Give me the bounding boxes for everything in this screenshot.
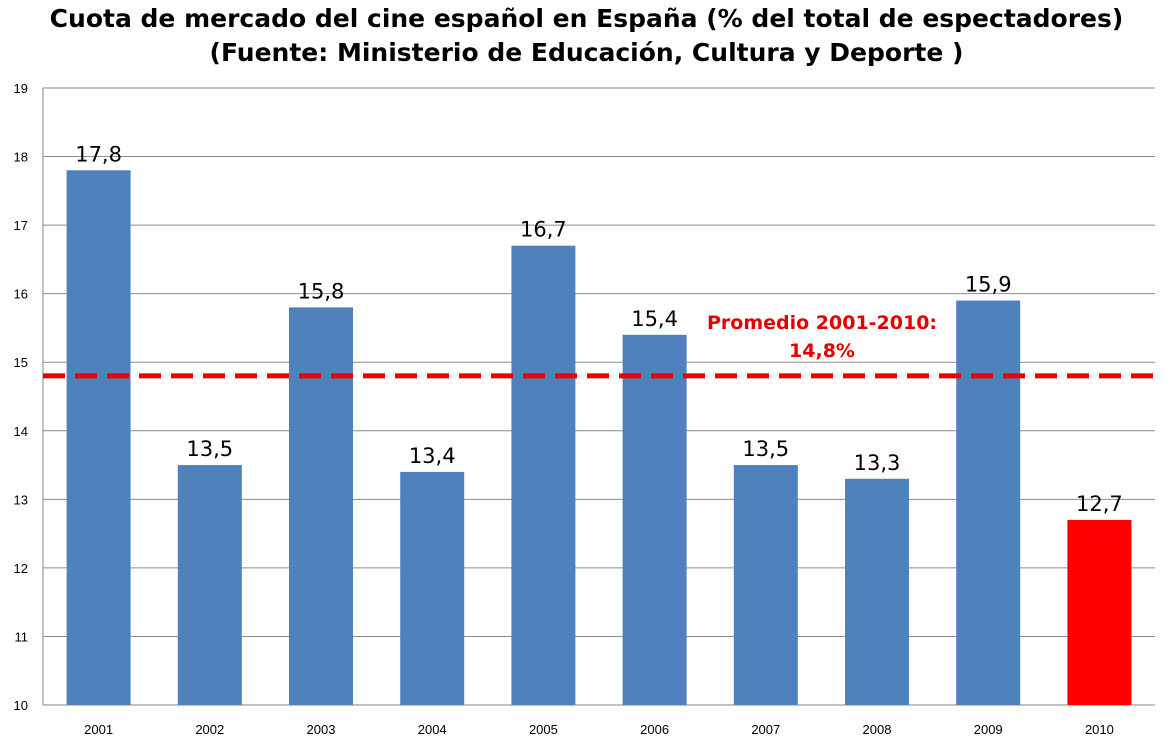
bar <box>845 478 909 705</box>
y-tick-label: 14 <box>14 424 28 439</box>
x-tick-label: 2004 <box>418 722 447 737</box>
data-label: 13,5 <box>186 437 233 461</box>
y-tick-label: 19 <box>14 81 28 96</box>
data-label: 12,7 <box>1076 492 1123 516</box>
y-tick-label: 10 <box>14 698 28 713</box>
bar <box>177 465 242 705</box>
y-tick-label: 17 <box>14 218 28 233</box>
x-tick-label: 2007 <box>751 722 780 737</box>
data-label: 15,9 <box>965 273 1012 297</box>
y-tick-label: 18 <box>14 150 28 165</box>
data-label: 13,5 <box>742 437 789 461</box>
x-tick-label: 2010 <box>1085 722 1114 737</box>
y-axis-ticks: 10 11 12 13 14 15 16 17 18 19 <box>14 81 28 713</box>
x-tick-label: 2008 <box>863 722 892 737</box>
data-label: 15,8 <box>298 279 345 303</box>
average-value-label: 14,8% <box>789 340 855 362</box>
chart-title-line: Cuota de mercado del cine español en Esp… <box>49 4 1124 33</box>
data-label: 15,4 <box>631 307 678 331</box>
data-label: 13,3 <box>854 451 901 475</box>
x-tick-label: 2005 <box>529 722 558 737</box>
y-tick-label: 11 <box>15 629 29 644</box>
y-tick-label: 13 <box>14 492 28 507</box>
x-tick-label: 2006 <box>640 722 669 737</box>
bar <box>66 170 131 705</box>
data-label: 16,7 <box>520 218 567 242</box>
x-tick-label: 2001 <box>84 722 113 737</box>
bar-highlight <box>1067 519 1132 705</box>
y-tick-label: 16 <box>14 287 28 302</box>
x-tick-label: 2002 <box>195 722 224 737</box>
average-label: Promedio 2001-2010: <box>707 312 937 334</box>
bars <box>66 170 1132 705</box>
x-axis-ticks: 2001 2002 2003 2004 2005 2006 2007 2008 2009 2010 <box>84 722 1114 737</box>
y-tick-label: 15 <box>14 355 28 370</box>
bar <box>622 334 687 705</box>
bar <box>511 245 576 705</box>
bar <box>956 300 1021 705</box>
data-label: 13,4 <box>409 444 456 468</box>
average-line-group: Promedio 2001-2010: 14,8% <box>43 312 1155 379</box>
data-labels: 17,8 13,5 15,8 13,4 16,7 15,4 13,5 13,3 15,9 12,7 <box>75 142 1123 516</box>
bar <box>400 471 465 705</box>
data-label: 17,8 <box>75 142 122 166</box>
x-tick-label: 2009 <box>974 722 1003 737</box>
bar <box>733 465 798 705</box>
y-tick-label: 12 <box>14 561 28 576</box>
x-tick-label: 2003 <box>307 722 336 737</box>
bar <box>289 307 353 705</box>
chart-title: Cuota de mercado del cine español en Esp… <box>0 2 1173 70</box>
chart-subtitle: (Fuente: Ministerio de Educación, Cultur… <box>209 38 964 67</box>
